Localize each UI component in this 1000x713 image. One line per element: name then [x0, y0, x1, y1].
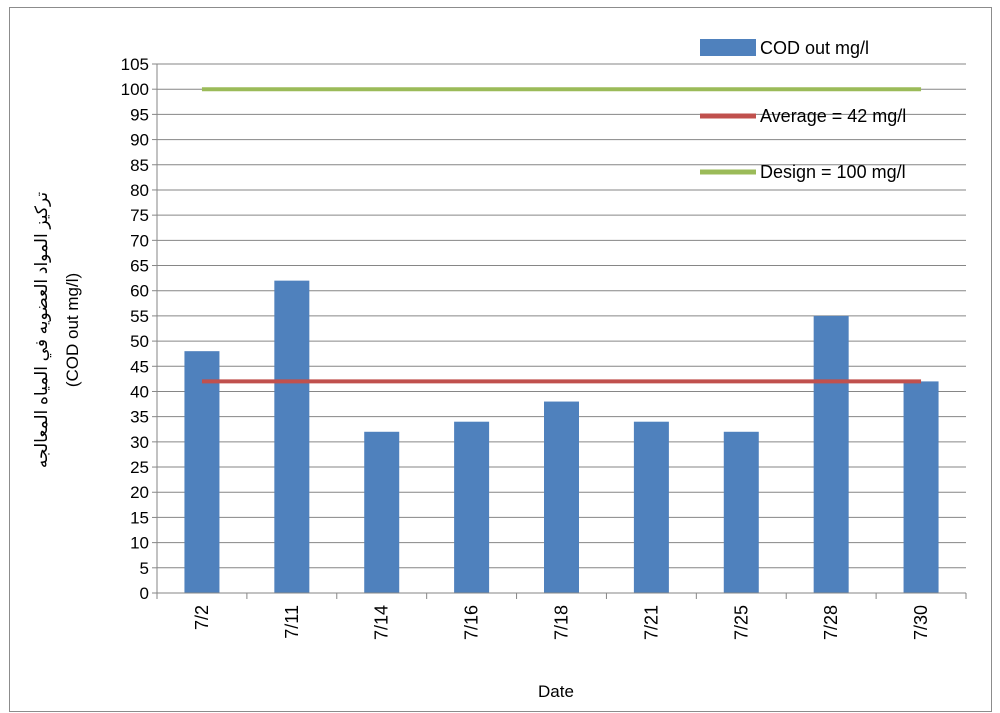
x-tick-label: 7/30 — [911, 605, 931, 640]
x-tick-label: 7/28 — [821, 605, 841, 640]
y-tick-label: 65 — [130, 257, 149, 276]
legend-swatch — [700, 39, 756, 56]
bar — [813, 315, 849, 593]
y-tick-label: 80 — [130, 181, 149, 200]
bar — [544, 401, 579, 593]
y-tick-label: 40 — [130, 382, 149, 401]
y-tick-label: 20 — [130, 483, 149, 502]
x-tick-label: 7/16 — [462, 605, 482, 640]
legend-label: Average = 42 mg/l — [760, 106, 906, 126]
bar — [723, 431, 759, 593]
y-tick-label: 45 — [130, 357, 149, 376]
y-tick-label: 10 — [130, 534, 149, 553]
y-tick-label: 85 — [130, 156, 149, 175]
x-tick-label: 7/14 — [372, 605, 392, 640]
bars — [184, 280, 939, 593]
x-tick-label: 7/11 — [282, 605, 302, 639]
y-axis-title-line2: (COD out mg/l) — [63, 273, 82, 387]
y-tick-label: 100 — [121, 80, 149, 99]
y-tick-label: 60 — [130, 282, 149, 301]
y-tick-label: 25 — [130, 458, 149, 477]
y-tick-labels: 0 5 10 15 20 25 30 35 40 45 50 55 60 65 70 75 80 85 90 95 10… — [121, 55, 149, 603]
legend-label: Design = 100 mg/l — [760, 162, 906, 182]
y-axis-title: تركيز المواد العضويه في المياه المعالجه … — [32, 192, 82, 469]
x-tick-label: 7/18 — [552, 605, 572, 640]
y-tick-label: 15 — [130, 508, 149, 527]
x-tick-labels: 7/2 7/11 7/14 7/16 7/18 7/21 7/25 7/28 7/30 — [192, 605, 931, 640]
y-tick-label: 50 — [130, 332, 149, 351]
x-tick-label: 7/21 — [641, 605, 661, 640]
y-tick-label: 5 — [140, 559, 149, 578]
y-axis-title-line1: تركيز المواد العضويه في المياه المعالجه — [32, 192, 52, 469]
x-tick-label: 7/2 — [192, 605, 212, 630]
y-tick-label: 70 — [130, 231, 149, 250]
bar — [903, 381, 939, 593]
bar — [633, 421, 669, 593]
legend: COD out mg/l Average = 42 mg/l Design = 10… — [700, 38, 906, 182]
axes — [152, 63, 967, 599]
y-tick-label: 35 — [130, 408, 149, 427]
y-tick-label: 90 — [130, 131, 149, 150]
reference-lines — [201, 87, 922, 384]
bar — [454, 421, 490, 593]
y-tick-label: 0 — [140, 584, 149, 603]
y-tick-label: 75 — [130, 206, 149, 225]
y-tick-label: 95 — [130, 105, 149, 124]
bar — [274, 280, 310, 593]
y-tick-label: 55 — [130, 307, 149, 326]
x-axis-title: Date — [538, 682, 574, 701]
y-tick-label: 105 — [121, 55, 149, 74]
bar — [184, 351, 220, 593]
x-tick-label: 7/25 — [731, 605, 751, 640]
legend-label: COD out mg/l — [760, 38, 869, 58]
bar — [364, 431, 400, 593]
y-tick-label: 30 — [130, 433, 149, 452]
